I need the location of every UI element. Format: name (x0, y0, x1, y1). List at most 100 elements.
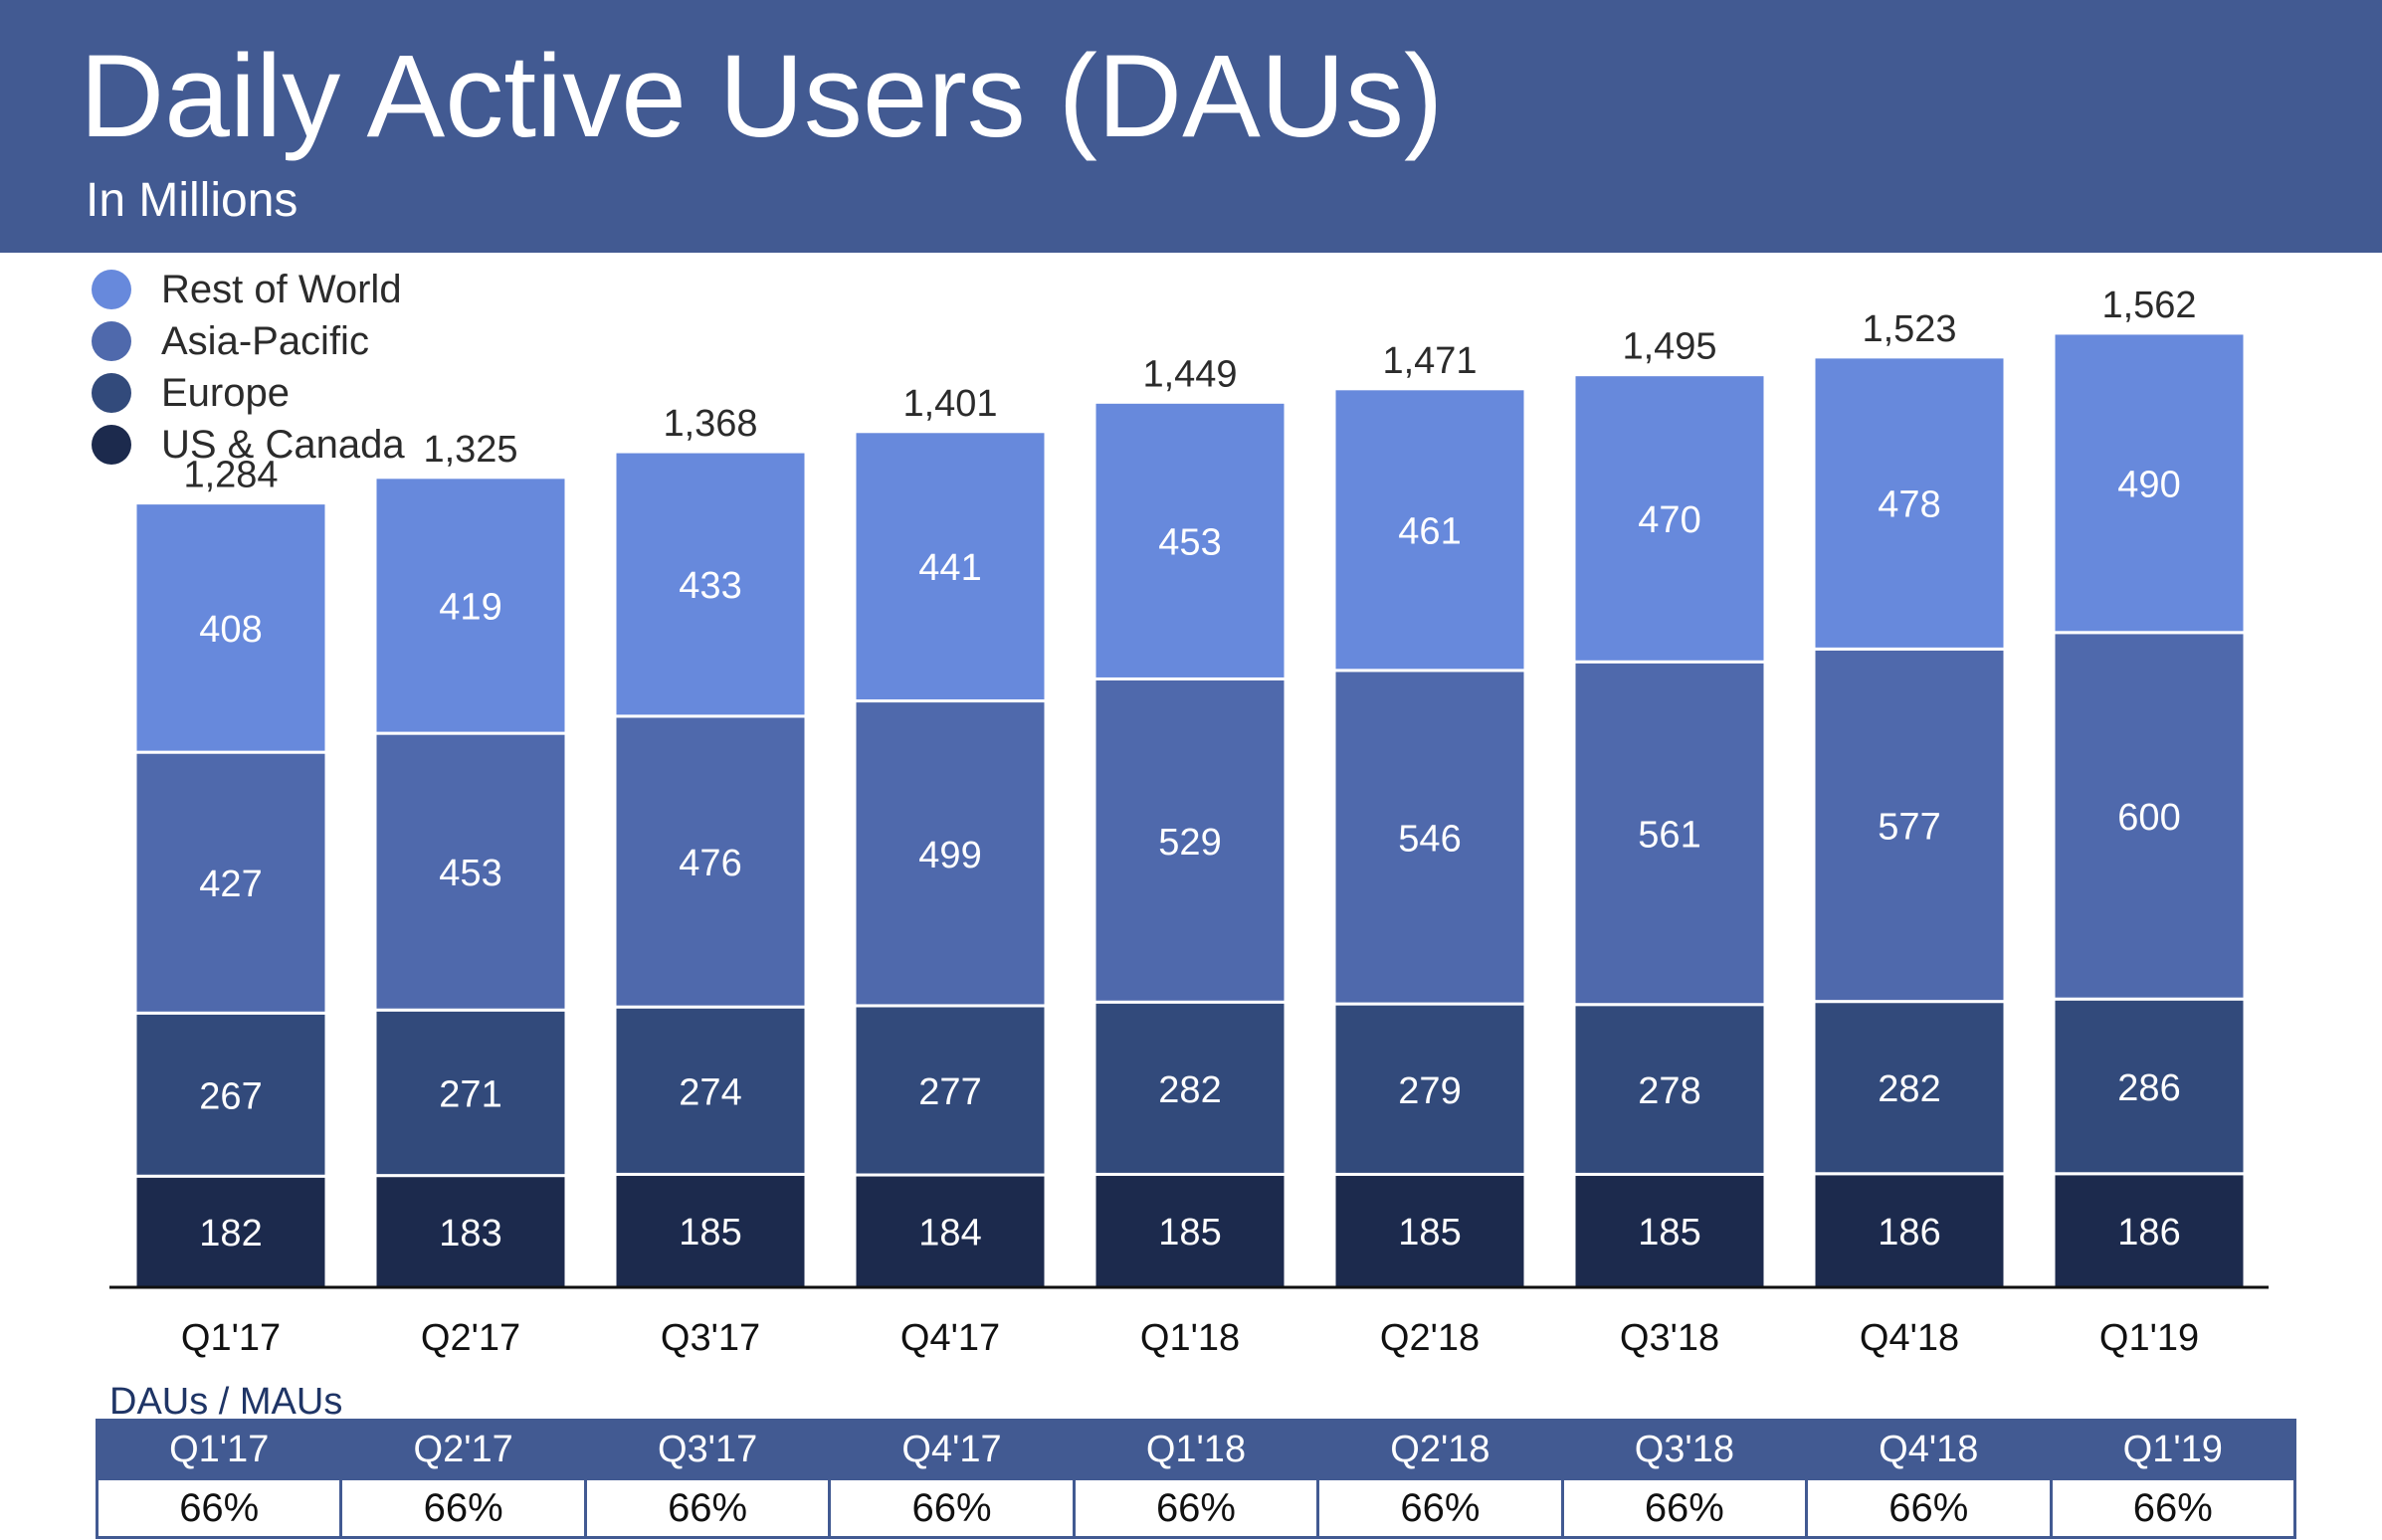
data-label-rest-of-world: 453 (1158, 521, 1221, 563)
bar-segment-asia-pacific (373, 731, 568, 1012)
bar-segment-rest-of-world (613, 450, 808, 718)
dau-mau-quarter-header: Q1'19 (2050, 1419, 2296, 1480)
data-label-rest-of-world: 478 (1878, 484, 1940, 526)
bar-segment-rest-of-world (1812, 355, 2007, 651)
data-label-rest-of-world: 441 (918, 547, 981, 589)
data-label-rest-of-world: 461 (1398, 510, 1461, 552)
x-tick-label: Q4'18 (1860, 1317, 1959, 1359)
bar-total-label: 1,495 (1622, 326, 1716, 368)
dau-mau-value-cell: 66% (1316, 1477, 1564, 1539)
x-tick-label: Q3'18 (1620, 1317, 1719, 1359)
x-tick-label: Q2'17 (421, 1317, 520, 1359)
bar-segment-europe (133, 1011, 328, 1178)
bar-segment-europe (1332, 1002, 1527, 1176)
data-label-asia-pacific: 427 (199, 864, 262, 905)
bar-segment-rest-of-world (1572, 373, 1767, 664)
dau-mau-value-row: 66% 66% 66% 66% 66% 66% 66% 66% 66% (95, 1477, 2296, 1539)
bar-segment-asia-pacific (1332, 669, 1527, 1006)
data-label-asia-pacific: 561 (1638, 814, 1700, 856)
bar-segment-asia-pacific (613, 714, 808, 1009)
dau-mau-value-cell: 66% (1805, 1477, 2053, 1539)
bar-segment-europe (1812, 1000, 2007, 1176)
data-label-us-canada: 183 (439, 1213, 501, 1254)
legend-label-rest-of-world: Rest of World (161, 267, 402, 311)
bar-total-label: 1,401 (902, 383, 997, 425)
bar-segment-rest-of-world (853, 430, 1048, 703)
dau-mau-quarter-header: Q1'17 (95, 1419, 343, 1480)
page-title: Daily Active Users (DAUs) (80, 31, 1444, 162)
bar-segment-asia-pacific (2052, 631, 2247, 1001)
data-label-us-canada: 182 (199, 1213, 262, 1254)
x-tick-label: Q1'17 (181, 1317, 281, 1359)
data-label-asia-pacific: 600 (2117, 797, 2180, 839)
bar-segment-asia-pacific (1092, 676, 1288, 1004)
data-label-asia-pacific: 546 (1398, 818, 1461, 860)
dau-mau-quarter-header: Q2'18 (1316, 1419, 1564, 1480)
dau-mau-value-cell: 66% (583, 1477, 832, 1539)
legend-swatch-europe (92, 373, 131, 413)
data-label-asia-pacific: 453 (439, 853, 501, 894)
data-label-europe: 274 (679, 1071, 741, 1113)
data-label-europe: 267 (199, 1075, 262, 1117)
legend-label-europe: Europe (161, 370, 290, 415)
bar-segment-us-canada (373, 1174, 568, 1289)
bar-segment-europe (853, 1004, 1048, 1177)
data-label-rest-of-world: 408 (199, 609, 262, 651)
data-label-us-canada: 185 (1398, 1212, 1461, 1253)
bar-segment-rest-of-world (133, 501, 328, 754)
data-label-rest-of-world: 470 (1638, 499, 1700, 541)
legend-swatch-us-canada (92, 425, 131, 465)
dau-mau-header-row: Q1'17 Q2'17 Q3'17 Q4'17 Q1'18 Q2'18 Q3'1… (95, 1419, 2296, 1480)
data-label-us-canada: 184 (918, 1213, 981, 1254)
data-label-us-canada: 186 (2117, 1212, 2180, 1253)
data-label-asia-pacific: 476 (679, 843, 741, 884)
data-label-us-canada: 185 (1638, 1212, 1700, 1253)
legend-item-us-canada: US & Canada (92, 420, 405, 470)
legend-item-rest-of-world: Rest of World (92, 265, 402, 314)
dau-stacked-bar-chart: 182 267 427 408 1,284 Q1'17 183 271 453 419 1,325 Q… (109, 285, 2269, 1359)
bar-total-label: 1,325 (423, 429, 517, 471)
dau-mau-value-cell: 66% (828, 1477, 1076, 1539)
dau-mau-quarter-header: Q4'17 (828, 1419, 1076, 1480)
x-tick-label: Q3'17 (661, 1317, 760, 1359)
legend-swatch-rest-of-world (92, 270, 131, 309)
bar-total-label: 1,284 (183, 455, 278, 496)
bar-segment-rest-of-world (1092, 400, 1288, 680)
data-label-europe: 271 (439, 1073, 501, 1115)
data-label-us-canada: 185 (679, 1212, 741, 1253)
x-tick-label: Q2'18 (1380, 1317, 1480, 1359)
data-label-rest-of-world: 490 (2117, 464, 2180, 505)
bar-total-label: 1,562 (2101, 285, 2196, 326)
data-label-us-canada: 185 (1158, 1212, 1221, 1253)
data-label-asia-pacific: 529 (1158, 822, 1221, 864)
data-label-europe: 282 (1158, 1069, 1221, 1111)
bar-segment-rest-of-world (1332, 387, 1527, 673)
dau-mau-value-cell: 66% (339, 1477, 587, 1539)
chart-legend: Rest of World Asia-Pacific Europe US & C… (92, 265, 609, 480)
bar-segment-asia-pacific (1812, 647, 2007, 1004)
bar-segment-asia-pacific (133, 750, 328, 1015)
dau-mau-quarter-header: Q3'18 (1561, 1419, 1809, 1480)
header-banner: Daily Active Users (DAUs) In Millions (0, 0, 2382, 253)
dau-mau-quarter-header: Q2'17 (339, 1419, 587, 1480)
legend-item-asia-pacific: Asia-Pacific (92, 316, 369, 366)
data-label-europe: 279 (1398, 1070, 1461, 1112)
bar-segment-europe (1092, 1000, 1288, 1176)
bar-total-label: 1,523 (1862, 308, 1956, 350)
legend-label-us-canada: US & Canada (161, 422, 405, 467)
bar-segment-us-canada (1092, 1172, 1288, 1289)
dau-mau-value-cell: 66% (2049, 1477, 2296, 1539)
data-label-europe: 277 (918, 1071, 981, 1113)
dau-mau-quarter-header: Q3'17 (584, 1419, 832, 1480)
data-label-europe: 282 (1878, 1068, 1940, 1110)
bar-segment-asia-pacific (853, 699, 1048, 1008)
x-tick-label: Q4'17 (900, 1317, 1000, 1359)
bar-total-label: 1,471 (1382, 340, 1477, 382)
bar-total-label: 1,368 (663, 403, 757, 445)
data-label-asia-pacific: 577 (1878, 807, 1940, 849)
dau-mau-value-cell: 66% (95, 1477, 343, 1539)
dau-mau-quarter-header: Q4'18 (1805, 1419, 2053, 1480)
bar-segment-rest-of-world (2052, 331, 2247, 635)
bar-segment-us-canada (133, 1174, 328, 1289)
dau-mau-value-cell: 66% (1072, 1477, 1320, 1539)
